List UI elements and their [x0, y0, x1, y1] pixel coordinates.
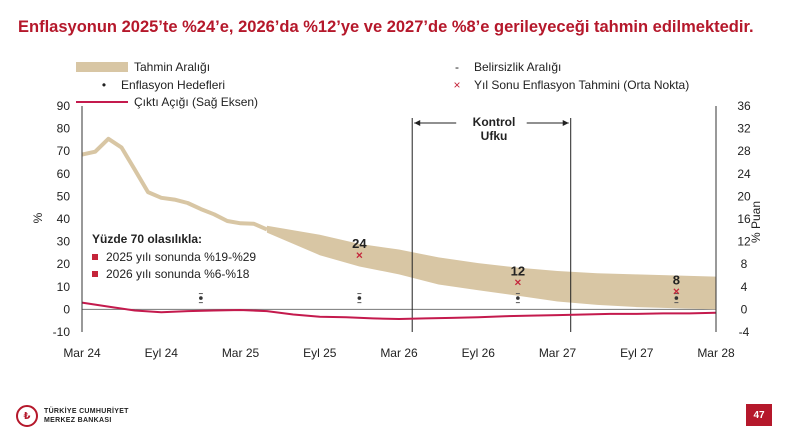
output-gap-line	[81, 301, 717, 320]
x-tick-label: Mar 27	[539, 346, 577, 360]
y-tick-label: -10	[53, 325, 71, 339]
legend-label: Yıl Sonu Enflasyon Tahmini (Orta Nokta)	[474, 78, 690, 92]
logo-line-1: TÜRKİYE CUMHURİYET	[44, 408, 129, 415]
year-end-forecast-point	[356, 252, 363, 259]
logo-line-2: MERKEZ BANKASI	[44, 417, 112, 424]
legend-label: Çıktı Açığı (Sağ Eksen)	[134, 95, 259, 109]
probability-item-2026: 2026 yılı sonunda %6-%18	[106, 267, 250, 281]
control-horizon-line2: Ufku	[481, 129, 508, 143]
y2-axis-label: % Puan	[749, 201, 763, 243]
y2-tick-label: 24	[737, 167, 751, 181]
x-tick-label: Mar 26	[380, 346, 418, 360]
y2-tick-label: 28	[737, 144, 751, 158]
page-title: Enflasyonun 2025’te %24’e, 2026’da %12’y…	[18, 18, 754, 36]
x-marker-icon: ×	[453, 78, 461, 92]
forecast-band	[266, 225, 716, 310]
legend-item-targets: • Enflasyon Hedefleri	[93, 78, 225, 92]
band-swatch-icon	[76, 62, 128, 72]
tcmb-logo: ₺ TÜRKİYE CUMHURİYET MERKEZ BANKASI	[16, 405, 129, 427]
x-tick-label: Mar 28	[697, 346, 735, 360]
probability-item-2025: 2025 yılı sonunda %19-%29	[106, 250, 256, 264]
y2-tick-label: 4	[741, 280, 748, 294]
legend-item-output-gap: Çıktı Açığı (Sağ Eksen)	[76, 95, 258, 109]
y2-tick-label: 12	[737, 235, 751, 249]
y-tick-label: 10	[57, 280, 71, 294]
year-end-forecast-label: 12	[511, 263, 525, 278]
dash-marker-icon: -	[455, 60, 459, 74]
inflation-line	[81, 136, 268, 232]
legend-item-year-end: × Yıl Sonu Enflasyon Tahmini (Orta Nokta…	[446, 78, 689, 92]
inflation-target-point	[357, 296, 362, 300]
y2-tick-label: 20	[737, 189, 751, 203]
y2-tick-label: 16	[737, 212, 751, 226]
legend-label: Belirsizlik Aralığı	[474, 60, 562, 74]
y2-tick-label: 8	[741, 257, 748, 271]
arrow-left-icon	[414, 120, 421, 126]
y2-tick-label: 32	[737, 122, 751, 136]
y-tick-label: 80	[57, 122, 71, 136]
dot-marker-icon: •	[101, 78, 107, 92]
x-tick-label: Eyl 24	[145, 346, 179, 360]
tcmb-emblem-icon: ₺	[16, 405, 38, 427]
control-horizon-line1: Kontrol	[473, 115, 516, 129]
y-tick-label: 30	[57, 235, 71, 249]
y-tick-label: 40	[57, 212, 71, 226]
y2-tick-label: -4	[739, 325, 750, 339]
year-end-forecast-point	[673, 288, 680, 295]
probability-heading: Yüzde 70 olasılıkla:	[92, 232, 202, 246]
x-tick-label: Mar 25	[222, 346, 260, 360]
x-tick-label: Eyl 27	[620, 346, 654, 360]
y2-tick-label: 0	[741, 302, 748, 316]
y-tick-label: 50	[57, 189, 71, 203]
y-tick-label: 70	[57, 144, 71, 158]
legend-label: Tahmin Aralığı	[134, 60, 211, 74]
year-end-forecast-label: 24	[352, 236, 367, 251]
year-end-forecast-label: 8	[673, 272, 680, 287]
inflation-target-point	[674, 296, 679, 300]
y-tick-label: 20	[57, 257, 71, 271]
legend-item-uncertainty: - Belirsizlik Aralığı	[446, 60, 561, 74]
y-tick-label: 90	[57, 99, 71, 113]
probability-bullet-icon	[92, 271, 98, 277]
inflation-target-point	[516, 296, 520, 300]
y-tick-label: 0	[63, 302, 70, 316]
inflation-target-point	[199, 296, 203, 300]
x-tick-label: Mar 24	[63, 346, 101, 360]
x-tick-label: Eyl 26	[462, 346, 496, 360]
page-number: 47	[746, 404, 772, 426]
line-swatch-icon	[76, 101, 128, 103]
legend-label: Enflasyon Hedefleri	[121, 78, 226, 92]
year-end-forecast-point	[514, 279, 521, 286]
y2-tick-label: 36	[737, 99, 751, 113]
legend-item-forecast-band: Tahmin Aralığı	[76, 60, 210, 74]
arrow-right-icon	[562, 120, 569, 126]
y-axis-label: %	[31, 212, 45, 223]
y-tick-label: 60	[57, 167, 71, 181]
x-tick-label: Eyl 25	[303, 346, 337, 360]
probability-bullet-icon	[92, 254, 98, 260]
